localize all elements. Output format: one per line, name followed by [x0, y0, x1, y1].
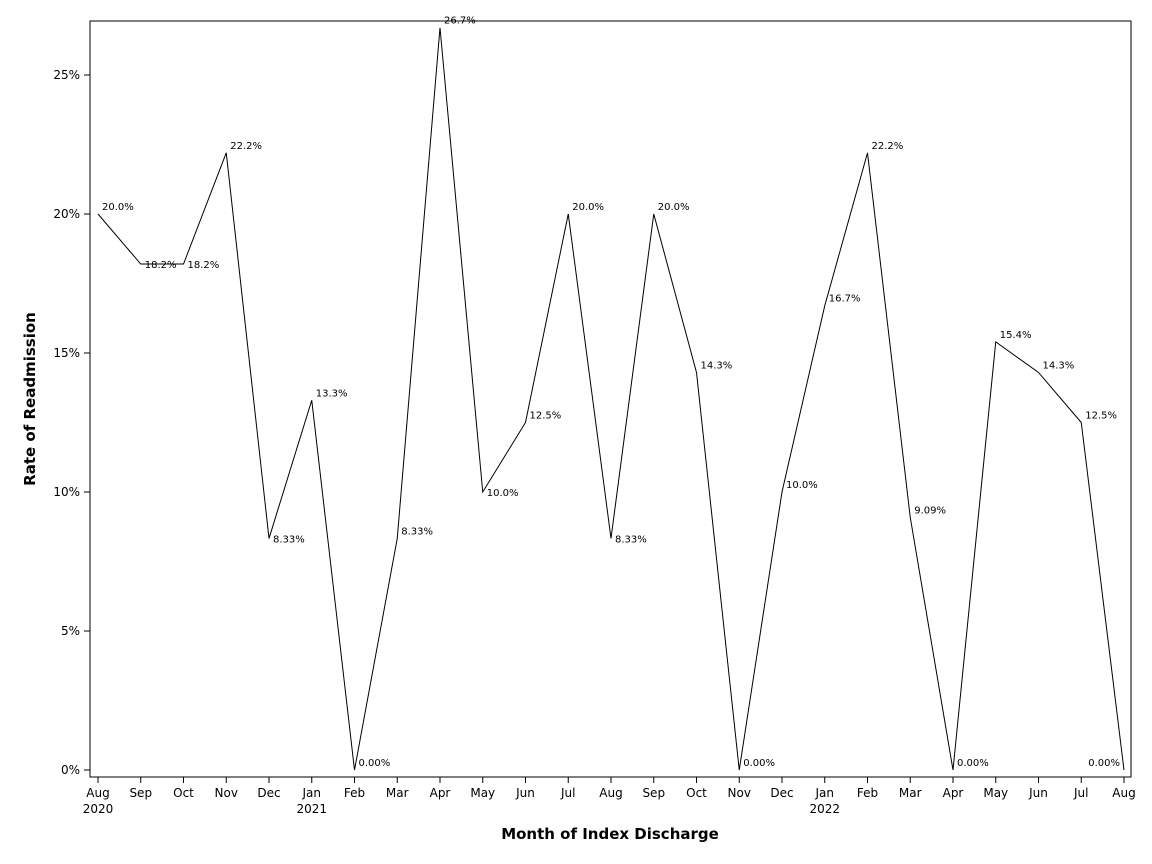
data-label: 14.3%: [1043, 360, 1075, 371]
x-tick-label: Oct: [686, 786, 707, 800]
y-axis-title: Rate of Readmission: [21, 312, 39, 486]
x-tick-label: Aug: [86, 786, 109, 800]
data-label: 20.0%: [572, 202, 604, 213]
x-tick-label: Jun: [1028, 786, 1048, 800]
data-label: 22.2%: [230, 141, 262, 152]
data-point: [524, 421, 527, 424]
x-tick-label: Apr: [430, 786, 451, 800]
data-point: [952, 769, 955, 772]
x-tick-label: Mar: [386, 786, 409, 800]
x-tick-label: Apr: [943, 786, 964, 800]
series-line: [97, 27, 1125, 771]
y-axis: 0% 5% 10% 15% 20% 25%: [53, 68, 90, 777]
x-tick-year-label: 2020: [83, 802, 114, 816]
data-point: [823, 304, 826, 307]
data-label: 9.09%: [914, 505, 946, 516]
data-label: 0.00%: [359, 758, 391, 769]
x-tick-year-label: 2022: [809, 802, 840, 816]
data-label: 8.33%: [615, 534, 647, 545]
data-label: 8.33%: [273, 534, 305, 545]
data-label: 16.7%: [829, 294, 861, 305]
x-tick-label: May: [470, 786, 495, 800]
data-point: [567, 213, 570, 216]
data-points: [97, 26, 1126, 771]
data-point: [439, 26, 442, 29]
data-point: [994, 340, 997, 343]
data-label: 14.3%: [701, 360, 733, 371]
x-tick-label: Dec: [257, 786, 280, 800]
data-point: [139, 263, 142, 266]
data-label: 15.4%: [1000, 330, 1032, 341]
data-label: 12.5%: [1085, 411, 1117, 422]
x-axis: Aug 2020 Sep Oct Nov Dec Jan 2021 Feb Mar Apr May Ju…: [83, 777, 1136, 816]
data-point: [396, 537, 399, 540]
x-tick-label: Feb: [857, 786, 878, 800]
data-point: [310, 399, 313, 402]
x-tick-label: Jul: [1073, 786, 1088, 800]
data-label: 0.00%: [743, 758, 775, 769]
data-label: 22.2%: [872, 141, 904, 152]
data-point: [268, 537, 271, 540]
x-tick-label: May: [983, 786, 1008, 800]
y-tick-label: 0%: [61, 763, 80, 777]
data-point: [182, 263, 185, 266]
x-tick-label: Aug: [1112, 786, 1135, 800]
data-label: 20.0%: [658, 202, 690, 213]
x-tick-label: Jul: [560, 786, 575, 800]
data-point: [695, 371, 698, 374]
y-tick-label: 5%: [61, 624, 80, 638]
data-label: 18.2%: [188, 260, 220, 271]
x-tick-label: Dec: [770, 786, 793, 800]
x-tick-label: Sep: [642, 786, 665, 800]
x-tick-label: Mar: [899, 786, 922, 800]
data-label: 26.7%: [444, 16, 476, 27]
x-tick-label: Sep: [129, 786, 152, 800]
data-point: [481, 491, 484, 494]
data-label: 10.0%: [786, 480, 818, 491]
x-tick-label: Aug: [599, 786, 622, 800]
data-point: [909, 516, 912, 519]
data-point: [738, 769, 741, 772]
x-tick-label: Nov: [728, 786, 751, 800]
y-tick-label: 15%: [53, 346, 80, 360]
data-point: [866, 151, 869, 154]
data-label: 0.00%: [957, 758, 989, 769]
data-label: 18.2%: [145, 260, 177, 271]
data-label: 0.00%: [1088, 758, 1120, 769]
data-label: 20.0%: [102, 202, 134, 213]
x-tick-year-label: 2021: [296, 802, 327, 816]
x-tick-label: Nov: [215, 786, 238, 800]
y-tick-label: 10%: [53, 485, 80, 499]
data-point: [652, 213, 655, 216]
data-label: 8.33%: [401, 526, 433, 537]
data-label: 12.5%: [530, 411, 562, 422]
data-point: [97, 213, 100, 216]
x-tick-label: Oct: [173, 786, 194, 800]
x-tick-label: Jun: [515, 786, 535, 800]
x-tick-label: Feb: [344, 786, 365, 800]
data-point: [353, 769, 356, 772]
data-point: [781, 491, 784, 494]
y-tick-label: 20%: [53, 207, 80, 221]
data-point: [610, 537, 613, 540]
data-point: [1123, 769, 1126, 772]
x-tick-label: Jan: [302, 786, 322, 800]
plot-frame: [89, 20, 1132, 778]
data-point: [1037, 371, 1040, 374]
data-label: 13.3%: [316, 388, 348, 399]
data-point: [1080, 421, 1083, 424]
data-point: [225, 151, 228, 154]
x-tick-label: Jan: [815, 786, 835, 800]
y-tick-label: 25%: [53, 68, 80, 82]
data-label: 10.0%: [487, 488, 519, 499]
x-axis-title: Month of Index Discharge: [501, 825, 719, 843]
data-labels: 20.0% 18.2% 18.2% 22.2% 8.33% 13.3% 0.00% 8.33%…: [102, 16, 1120, 769]
